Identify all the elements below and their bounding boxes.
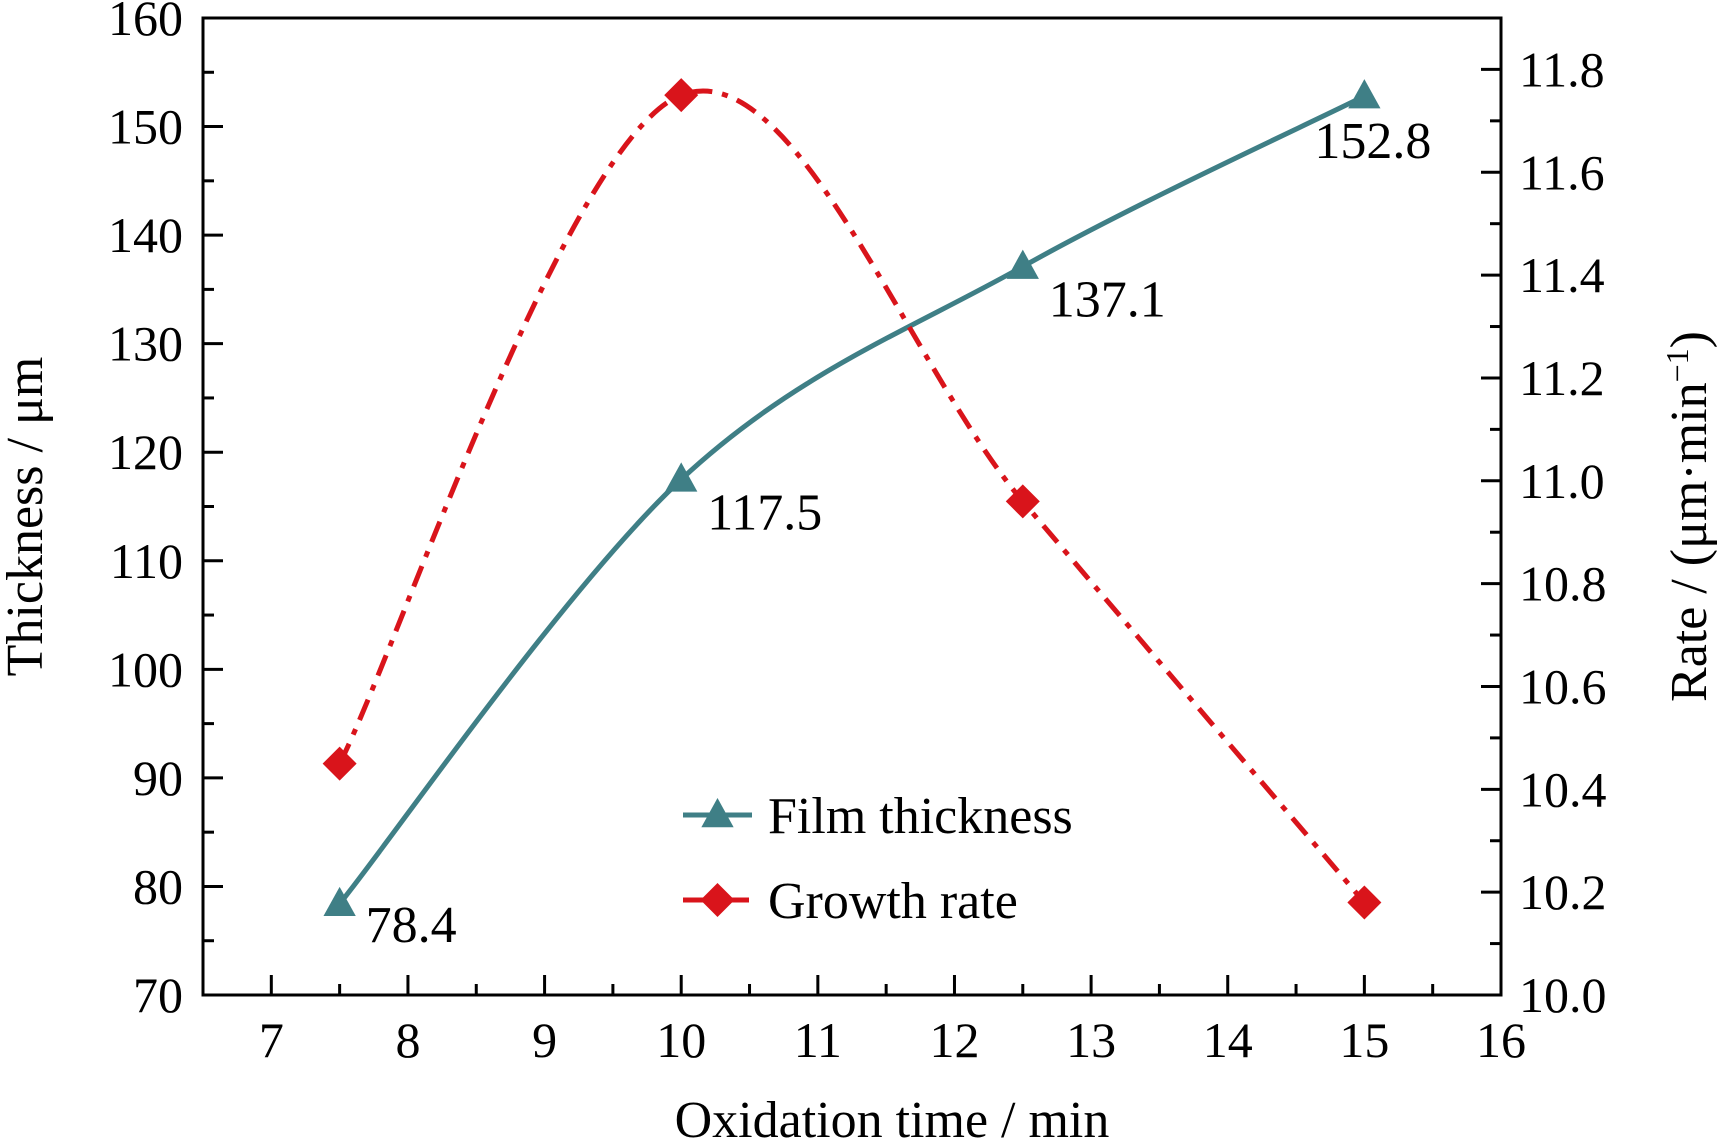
legend: Film thickness Growth rate [683, 788, 1073, 930]
y-axis-right-title-end: ) [1661, 331, 1718, 348]
x-axis-title: Oxidation time / min [675, 1092, 1110, 1142]
x-tick-label: 15 [1339, 1012, 1389, 1068]
y-axis-right-title: Rate / (μm·min−1) [1659, 331, 1718, 702]
y-right-tick-label: 10.8 [1519, 556, 1607, 612]
y-right-tick-label: 11.2 [1519, 350, 1605, 406]
marker-growth-rate [664, 78, 699, 113]
legend-label: Growth rate [768, 873, 1018, 930]
legend-marker-growth-rate [700, 883, 735, 917]
marker-growth-rate [1005, 484, 1040, 519]
y-right-tick-label: 11.6 [1519, 144, 1605, 200]
marker-growth-rate [322, 746, 357, 781]
y-right-tick-label: 11.8 [1519, 41, 1605, 97]
x-tick-label: 16 [1476, 1012, 1526, 1068]
series-line-growth-rate [337, 88, 1367, 905]
x-tick-label: 10 [656, 1012, 706, 1068]
y-left-tick-label: 110 [110, 533, 183, 589]
y-right-tick-label: 11.4 [1519, 247, 1605, 303]
data-labels: 78.4 117.5 137.1 152.8 [366, 113, 1432, 954]
y-left-tick-label: 70 [133, 967, 183, 1023]
y-axis-right-title-superscript: −1 [1659, 348, 1695, 382]
x-tick-label: 11 [794, 1012, 842, 1068]
y-left-tick-label: 120 [108, 424, 183, 480]
y-right-tick-label: 10.4 [1519, 761, 1607, 817]
marker-film-thickness [665, 462, 698, 492]
y-right-tick-label: 10.0 [1519, 967, 1607, 1023]
y-axis-left-title: Thickness / μm [0, 357, 54, 677]
marker-film-thickness [1348, 79, 1381, 109]
legend-label: Film thickness [768, 788, 1073, 845]
y-left-tick-label: 100 [108, 641, 183, 697]
data-label: 152.8 [1314, 113, 1431, 170]
x-tick-label: 14 [1203, 1012, 1253, 1068]
x-tick-label: 12 [929, 1012, 979, 1068]
data-label: 117.5 [707, 484, 822, 541]
y-right-tick-label: 10.2 [1519, 864, 1607, 920]
series-line-film-thickness [337, 93, 1366, 906]
x-tick-label: 7 [259, 1012, 284, 1068]
x-tick-label: 9 [532, 1012, 557, 1068]
plot-frame [201, 16, 1503, 997]
data-label: 78.4 [366, 897, 457, 954]
marker-film-thickness [323, 886, 356, 917]
x-tick-label: 13 [1066, 1012, 1116, 1068]
y-right-tick-label: 10.6 [1519, 658, 1607, 714]
data-label: 137.1 [1049, 272, 1166, 329]
marker-growth-rate [1347, 885, 1382, 920]
axes: 7 8 9 10 11 12 13 14 15 16 70 80 90 100 110 120 130 140 15… [108, 0, 1607, 1068]
y-axis-right-title-main: Rate / (μm·min [1661, 382, 1718, 702]
y-left-tick-label: 160 [108, 0, 183, 46]
y-left-tick-label: 80 [133, 858, 183, 914]
x-tick-label: 8 [395, 1012, 420, 1068]
y-left-tick-label: 90 [133, 750, 183, 806]
y-right-tick-label: 11.0 [1519, 453, 1605, 509]
series-layer [322, 78, 1382, 920]
marker-film-thickness [1006, 249, 1039, 279]
legend-marker-film-thickness [701, 798, 734, 828]
y-left-tick-label: 130 [108, 316, 183, 372]
y-left-tick-label: 140 [108, 207, 183, 263]
y-left-tick-label: 150 [108, 99, 183, 155]
